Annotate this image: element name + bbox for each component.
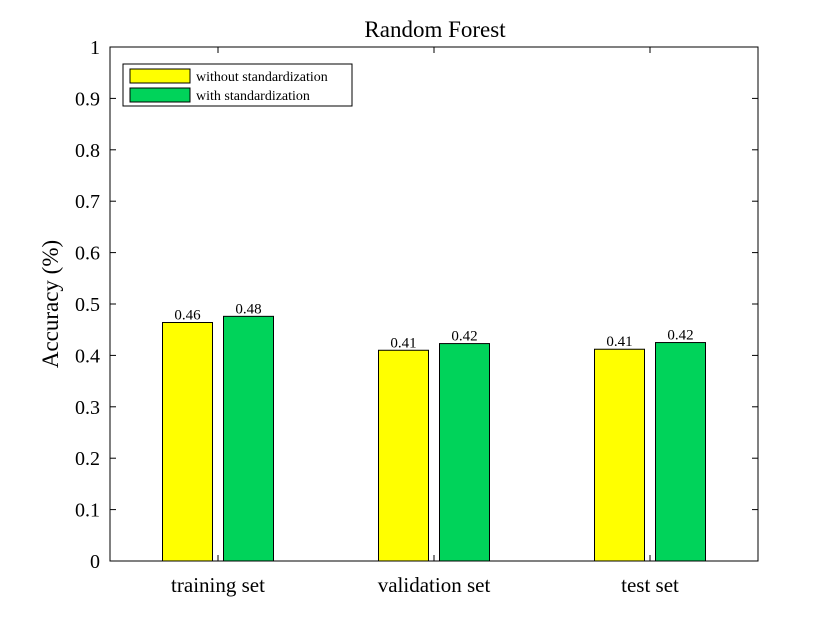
legend: without standardization with standardizat… xyxy=(122,63,353,107)
bar-value-label: 0.42 xyxy=(667,328,693,344)
y-tick-label: 0.7 xyxy=(75,191,100,213)
y-axis-label: Accuracy (%) xyxy=(38,240,63,368)
x-tick-label: training set xyxy=(171,573,265,597)
bar xyxy=(223,315,274,562)
chart-title: Random Forest xyxy=(364,17,506,42)
y-tick-label: 0.2 xyxy=(75,448,100,470)
y-tick-label: 0.3 xyxy=(75,397,100,419)
bar-value-label: 0.42 xyxy=(451,329,477,345)
bars: 0.46 0.48 0.41 0.42 0.41 0.42 xyxy=(162,301,706,562)
bar xyxy=(439,343,490,562)
bar-value-label: 0.41 xyxy=(606,334,632,350)
bar-value-label: 0.41 xyxy=(390,335,416,351)
bar xyxy=(378,349,429,562)
y-tick-label: 0.1 xyxy=(75,500,100,522)
bar-value-label: 0.48 xyxy=(235,301,261,317)
y-tick-label: 0 xyxy=(90,551,100,573)
legend-swatch xyxy=(129,87,191,103)
bar-value-label: 0.46 xyxy=(174,308,201,324)
x-tick-label: validation set xyxy=(378,573,491,597)
y-tick-label: 0.5 xyxy=(75,294,100,316)
legend-swatch xyxy=(129,68,191,84)
legend-label: with standardization xyxy=(196,89,310,104)
x-tick-label: test set xyxy=(621,573,679,597)
bar xyxy=(594,348,645,562)
y-tick-label: 0.8 xyxy=(75,140,100,162)
y-tick-label: 0.4 xyxy=(75,345,100,367)
y-tick-label: 1 xyxy=(90,37,100,59)
bar xyxy=(655,342,706,562)
axes: 0 0.1 0.2 0.3 0.4 0.5 0.6 0.7 0.8 0.9 1 training se… xyxy=(75,37,759,597)
y-tick-label: 0.6 xyxy=(75,243,100,265)
bar xyxy=(162,322,213,562)
y-tick-label: 0.9 xyxy=(75,88,100,110)
legend-label: without standardization xyxy=(196,70,328,85)
